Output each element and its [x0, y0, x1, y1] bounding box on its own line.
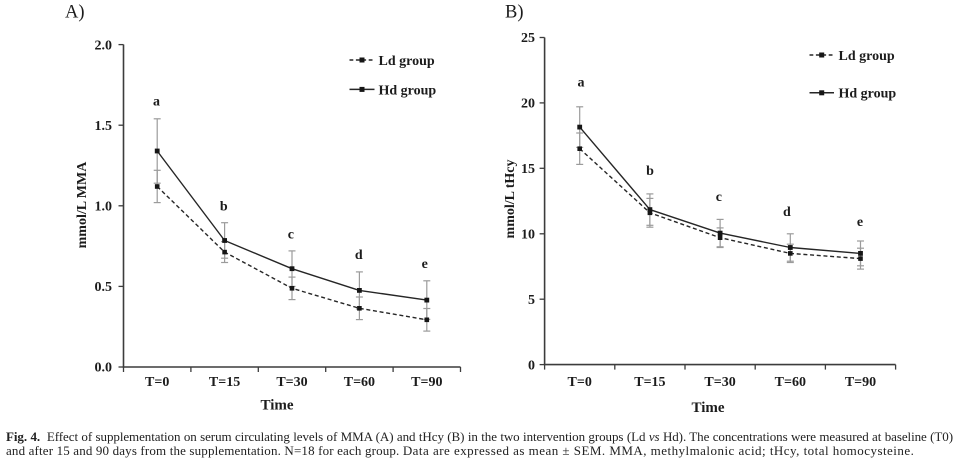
svg-text:A): A)	[65, 3, 85, 23]
svg-text:20: 20	[521, 97, 535, 112]
svg-text:0.5: 0.5	[95, 280, 113, 295]
svg-text:T=15: T=15	[209, 375, 240, 390]
svg-text:Time: Time	[691, 400, 724, 416]
svg-text:25: 25	[521, 31, 535, 46]
svg-text:a: a	[578, 75, 585, 90]
svg-text:B): B)	[505, 3, 524, 23]
svg-text:mmol/L tHcy: mmol/L tHcy	[503, 160, 518, 239]
svg-text:mmol/L MMA: mmol/L MMA	[75, 161, 90, 249]
svg-text:e: e	[422, 257, 428, 272]
svg-text:d: d	[783, 205, 791, 220]
svg-text:1.0: 1.0	[95, 200, 113, 215]
svg-text:5: 5	[528, 293, 535, 308]
svg-text:Hd group: Hd group	[379, 83, 437, 98]
svg-text:Time: Time	[260, 398, 293, 414]
svg-text:Ld group: Ld group	[839, 49, 895, 64]
svg-text:0.0: 0.0	[95, 361, 113, 376]
svg-text:T=90: T=90	[411, 375, 442, 390]
svg-text:1.5: 1.5	[95, 119, 113, 134]
svg-text:Hd group: Hd group	[839, 87, 897, 102]
svg-text:c: c	[288, 227, 294, 242]
svg-text:2.0: 2.0	[95, 38, 113, 53]
svg-text:T=90: T=90	[845, 375, 876, 390]
svg-text:Ld group: Ld group	[379, 54, 435, 69]
svg-text:T=0: T=0	[568, 375, 592, 390]
svg-text:e: e	[857, 215, 863, 230]
svg-text:T=15: T=15	[634, 375, 665, 390]
svg-text:T=30: T=30	[704, 375, 735, 390]
svg-text:0: 0	[528, 358, 535, 373]
svg-text:c: c	[716, 190, 722, 205]
svg-text:d: d	[355, 248, 363, 263]
svg-text:T=60: T=60	[344, 375, 375, 390]
svg-text:b: b	[646, 164, 654, 179]
svg-text:T=60: T=60	[775, 375, 806, 390]
svg-text:15: 15	[521, 162, 535, 177]
svg-text:T=30: T=30	[276, 375, 307, 390]
svg-text:10: 10	[521, 227, 535, 242]
svg-text:b: b	[220, 199, 228, 214]
svg-text:T=0: T=0	[145, 375, 169, 390]
svg-text:a: a	[153, 94, 160, 109]
